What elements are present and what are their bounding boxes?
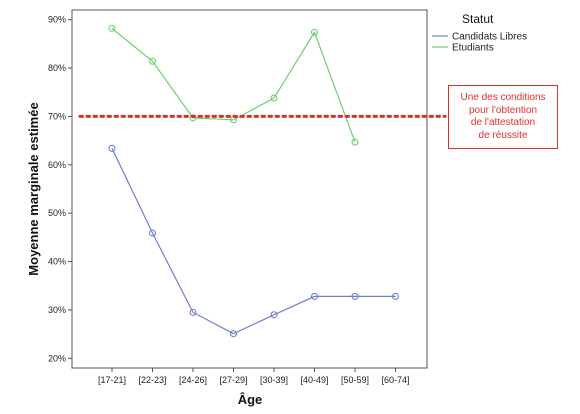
y-axis-title: Moyenne marginale estimée (26, 102, 41, 275)
series-line-0 (111, 148, 396, 335)
annotation-box: Une des conditions pour l'obtention de l… (448, 85, 558, 149)
x-axis: [17-21] [22-23] [24-26] [27-29] [30-39] [40-4… (98, 368, 410, 385)
y-axis: 20% 30% 40% 50% 60% 70% 80% 90% (48, 15, 72, 363)
x-tick-label: [30-39] (260, 375, 288, 385)
plot-frame (71, 9, 428, 369)
series-point (310, 292, 319, 300)
x-axis-title: Âge (238, 392, 263, 407)
series-point (189, 114, 197, 122)
series-point (351, 292, 359, 300)
series-point (270, 94, 278, 102)
series-point (351, 138, 359, 146)
y-tick-label: 90% (48, 15, 66, 25)
series-point (148, 57, 157, 65)
series-point (108, 24, 116, 32)
series-point (148, 229, 157, 237)
legend-label: Etudiants (452, 43, 494, 54)
x-tick-label: [27-29] (219, 375, 247, 385)
series-point (310, 28, 319, 36)
x-tick-label: [22-23] (138, 375, 166, 385)
x-tick-label: [40-49] (300, 375, 328, 385)
x-tick-label: [24-26] (179, 375, 207, 385)
x-tick-label: [17-21] (98, 375, 126, 385)
y-tick-label: 20% (48, 353, 66, 363)
legend-label: Candidats Libres (452, 32, 527, 43)
series-layer (108, 24, 400, 338)
series-point (270, 311, 278, 319)
legend-title: Statut (462, 12, 494, 26)
x-tick-label: [60-74] (381, 375, 409, 385)
y-tick-label: 30% (48, 305, 66, 315)
series-point (391, 292, 400, 300)
y-tick-label: 80% (48, 63, 66, 73)
series-point (229, 330, 238, 338)
x-tick-label: [50-59] (341, 375, 369, 385)
series-point (108, 144, 116, 152)
annotation-text: Une des conditions pour l'obtention de l… (460, 92, 546, 141)
series-line-1 (111, 27, 356, 143)
y-tick-label: 40% (48, 257, 66, 267)
y-tick-label: 70% (48, 111, 66, 121)
series-point (189, 308, 197, 316)
y-tick-label: 60% (48, 160, 66, 170)
y-tick-label: 50% (48, 208, 66, 218)
